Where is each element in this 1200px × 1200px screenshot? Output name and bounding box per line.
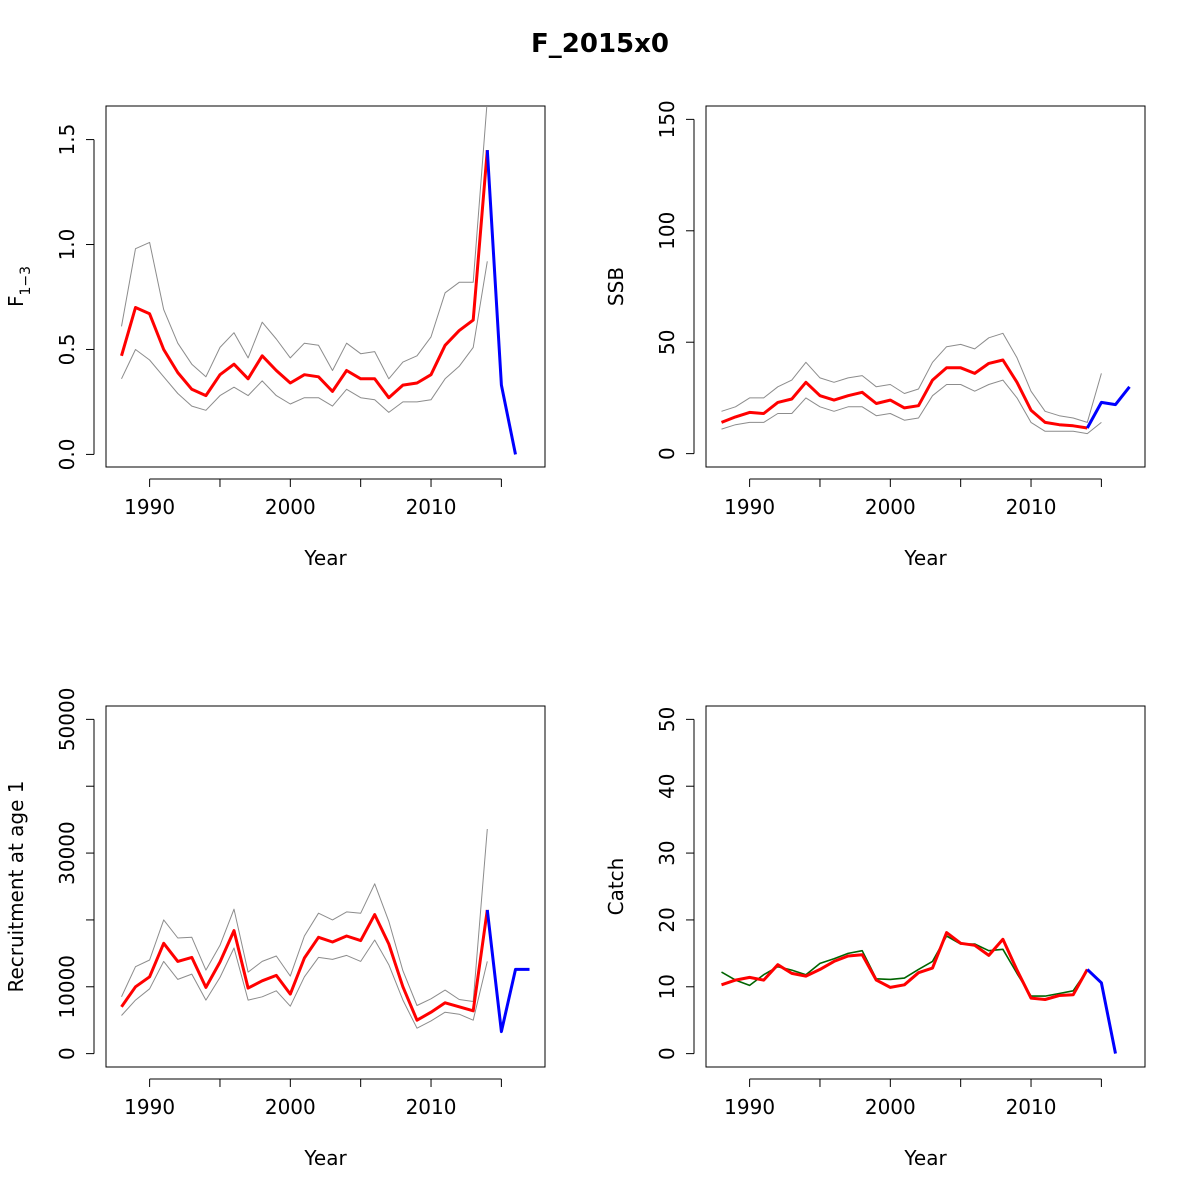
catch-panel: 1990 2000 2010 0 10 20 30 40 50 Year Catch <box>604 705 1146 1170</box>
recruitment-x-tick-label: 1990 <box>124 1095 175 1119</box>
f-ci-lower-line <box>121 261 488 413</box>
recruitment-ci-upper-line <box>121 828 488 1006</box>
ssb-x-tick-label: 2010 <box>1006 495 1057 519</box>
recruitment-y-axis-title: Recruitment at age 1 <box>4 780 28 992</box>
recruitment-projection-line <box>485 909 530 1034</box>
f-x-axis-title: Year <box>303 546 347 570</box>
catch-x-axis-title: Year <box>903 1146 947 1170</box>
catch-y-axis-title-text: Catch <box>604 858 628 916</box>
ssb-y-axis-title: SSB <box>604 267 628 306</box>
f-y-tick-label: 0.0 <box>55 439 79 471</box>
catch-estimate-line <box>721 931 1089 1001</box>
ssb-y-tick-label: 0 <box>655 447 679 460</box>
catch-y-tick-label: 30 <box>655 840 679 865</box>
ssb-x-tick-label: 2000 <box>865 495 916 519</box>
recruitment-ci-lower-line <box>121 939 488 1029</box>
catch-y-tick-label: 20 <box>655 907 679 932</box>
catch-y-tick-label: 10 <box>655 974 679 999</box>
f-y-tick-label: 1.0 <box>55 229 79 261</box>
ssb-y-tick-label: 100 <box>655 212 679 250</box>
f-x-tick-label: 1990 <box>124 495 175 519</box>
ssb-ci-lower-line <box>721 379 1102 435</box>
recruitment-y-tick-label: 50000 <box>55 688 79 752</box>
recruitment-panel: 1990 2000 2010 0 10000 30000 50000 Year Recruitm… <box>4 688 546 1170</box>
ssb-ci-upper-line <box>721 332 1102 423</box>
ssb-x-axis-title: Year <box>903 546 947 570</box>
f-projection-line <box>485 150 517 455</box>
recruitment-y-axis-title-text: Recruitment at age 1 <box>4 780 28 992</box>
f-y-axis-title: F1−3 <box>4 266 34 307</box>
catch-series-group <box>721 931 1117 1054</box>
ssb-y-tick-label: 150 <box>655 100 679 138</box>
f-y-tick-label: 0.5 <box>55 334 79 366</box>
catch-y-tick-label: 50 <box>655 707 679 732</box>
ssb-y-axis-title-text: SSB <box>604 267 628 306</box>
ssb-y-tick-label: 50 <box>655 329 679 354</box>
recruitment-plot-frame <box>105 705 546 1068</box>
recruitment-x-tick-label: 2010 <box>406 1095 457 1119</box>
catch-x-tick-label: 2000 <box>865 1095 916 1119</box>
ssb-series-group <box>720 332 1131 435</box>
catch-y-tick-label: 0 <box>655 1047 679 1060</box>
catch-projection-line <box>1086 968 1117 1054</box>
recruitment-series-group <box>120 828 530 1034</box>
recruitment-estimate-line <box>120 909 489 1022</box>
ssb-estimate-line <box>720 358 1088 430</box>
recruitment-y-tick-label: 30000 <box>55 821 79 885</box>
catch-plot-frame <box>705 705 1146 1068</box>
f-x-tick-label: 2010 <box>406 495 457 519</box>
ssb-plot-frame <box>705 105 1146 468</box>
figure-title: F_2015x0 <box>531 29 669 59</box>
recruitment-x-tick-label: 2000 <box>265 1095 316 1119</box>
f-x-tick-label: 2000 <box>265 495 316 519</box>
recruitment-x-axis-title: Year <box>303 1146 347 1170</box>
recruitment-y-tick-label: 10000 <box>55 955 79 1019</box>
ssb-panel: 1990 2000 2010 0 50 100 150 Year SSB <box>604 100 1146 570</box>
f-panel: 1990 2000 2010 0.0 0.5 1.0 1.5 Year F1−3 <box>4 105 546 570</box>
catch-x-tick-label: 2010 <box>1006 1095 1057 1119</box>
f-plot-frame <box>105 105 546 468</box>
f-ci-upper-line <box>121 106 488 380</box>
f-y-axis-title-subscript: 1−3 <box>18 266 34 296</box>
f-y-tick-label: 1.5 <box>55 124 79 156</box>
catch-y-axis-title: Catch <box>604 858 628 916</box>
ssb-x-tick-label: 1990 <box>724 495 775 519</box>
catch-x-tick-label: 1990 <box>724 1095 775 1119</box>
f-y-axis-title-text: F <box>4 296 28 308</box>
catch-y-tick-label: 40 <box>655 773 679 798</box>
recruitment-y-tick-label: 0 <box>55 1047 79 1060</box>
f-estimate-line <box>120 149 489 400</box>
ssb-projection-line <box>1085 385 1131 429</box>
f-series-group <box>120 106 517 455</box>
